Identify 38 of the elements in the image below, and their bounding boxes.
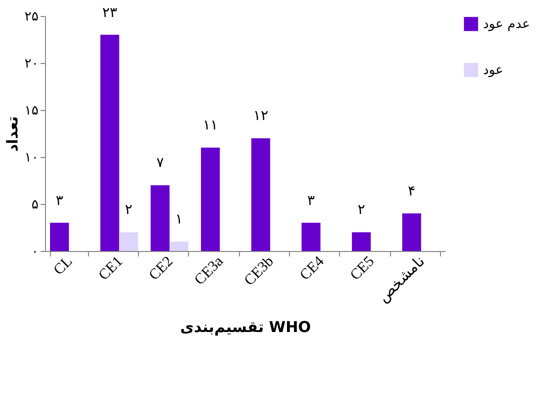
data-label: ۳ <box>307 192 316 209</box>
legend-label: عدم عود <box>483 17 530 32</box>
x-axis-title: تقسیم‌بندی WHO <box>180 318 311 336</box>
x-tick-label: CE2 <box>146 254 176 284</box>
y-tick-label: ۲۵ <box>24 10 39 24</box>
bar <box>251 138 270 251</box>
x-tick-label: CE5 <box>347 254 378 284</box>
bar <box>150 185 170 251</box>
x-tick-label: CL <box>50 254 76 278</box>
y-tick-label: ۱۵ <box>24 104 39 118</box>
y-tick-label: ۵ <box>32 198 39 212</box>
data-label: ۱۲ <box>253 108 268 124</box>
x-tick-label: CE3b <box>242 254 278 290</box>
legend-label: عود <box>483 63 504 78</box>
y-tick-label: ۲۰ <box>24 56 38 72</box>
bar <box>402 213 422 251</box>
x-tick-label: CE3a <box>192 253 227 288</box>
data-label: ۱ <box>175 212 183 228</box>
data-label: ۴ <box>408 183 416 200</box>
y-axis-title: تعداد <box>4 116 22 152</box>
data-label: ۲۳ <box>102 4 118 21</box>
x-tick-label: CE1 <box>96 254 126 284</box>
y-tick-label: ۱۰ <box>24 150 38 166</box>
bar <box>200 148 220 251</box>
data-label: ۲ <box>358 202 366 218</box>
data-label: ۱۱ <box>202 118 218 134</box>
data-label: ۳ <box>56 192 64 209</box>
x-tick-label: نامشخص <box>376 254 428 306</box>
bar <box>119 232 138 251</box>
data-label: ۲ <box>124 202 132 218</box>
data-label: ۷ <box>156 155 164 172</box>
bar <box>302 222 320 251</box>
bar <box>170 242 188 251</box>
y-tick-label: ۰ <box>32 244 38 260</box>
bar <box>352 232 371 251</box>
bar <box>50 222 69 251</box>
x-tick-label: CE4 <box>297 253 328 284</box>
bar <box>100 34 120 251</box>
